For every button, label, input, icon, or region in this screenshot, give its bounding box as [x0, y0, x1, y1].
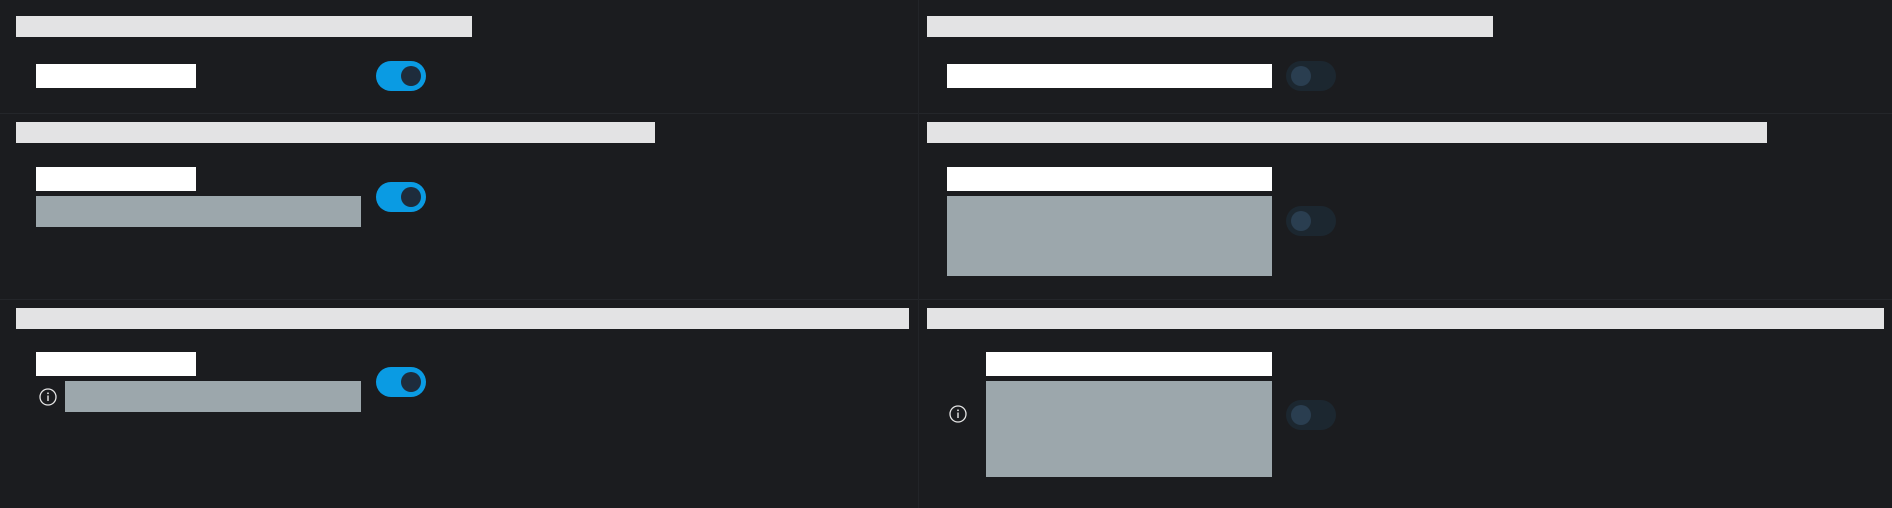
setting-label-placeholder: [36, 64, 196, 88]
toggle-knob: [401, 66, 421, 86]
setting-label-placeholder: [986, 352, 1272, 376]
setting-panel-left-3: [0, 300, 918, 508]
setting-title-placeholder: [16, 122, 655, 143]
setting-toggle[interactable]: [1286, 206, 1336, 236]
toggle-knob: [1291, 405, 1311, 425]
toggle-knob: [401, 187, 421, 207]
setting-title-placeholder: [927, 122, 1767, 143]
setting-panel-right-2: [919, 114, 1892, 299]
row-divider: [0, 113, 1892, 114]
setting-description-placeholder: [986, 381, 1272, 477]
setting-title-placeholder: [927, 308, 1884, 329]
setting-description-placeholder: [65, 381, 361, 412]
row-divider: [0, 299, 1892, 300]
setting-panel-left-1: [0, 0, 918, 113]
setting-description-placeholder: [36, 196, 361, 227]
setting-description-placeholder: [947, 196, 1272, 276]
setting-panel-right-1: [919, 0, 1892, 113]
setting-label-placeholder: [947, 64, 1272, 88]
setting-toggle[interactable]: [376, 61, 426, 91]
setting-label-placeholder: [947, 167, 1272, 191]
setting-panel-left-2: [0, 114, 918, 299]
setting-toggle[interactable]: [376, 367, 426, 397]
setting-toggle[interactable]: [376, 182, 426, 212]
setting-label-placeholder: [36, 167, 196, 191]
setting-title-placeholder: [927, 16, 1493, 37]
column-divider: [918, 0, 919, 508]
info-icon[interactable]: [949, 405, 967, 423]
setting-panel-right-3: [919, 300, 1892, 508]
toggle-knob: [1291, 211, 1311, 231]
toggle-knob: [1291, 66, 1311, 86]
setting-label-placeholder: [36, 352, 196, 376]
setting-toggle[interactable]: [1286, 61, 1336, 91]
setting-title-placeholder: [16, 16, 472, 37]
toggle-knob: [401, 372, 421, 392]
setting-title-placeholder: [16, 308, 909, 329]
setting-toggle[interactable]: [1286, 400, 1336, 430]
info-icon[interactable]: [39, 388, 57, 406]
